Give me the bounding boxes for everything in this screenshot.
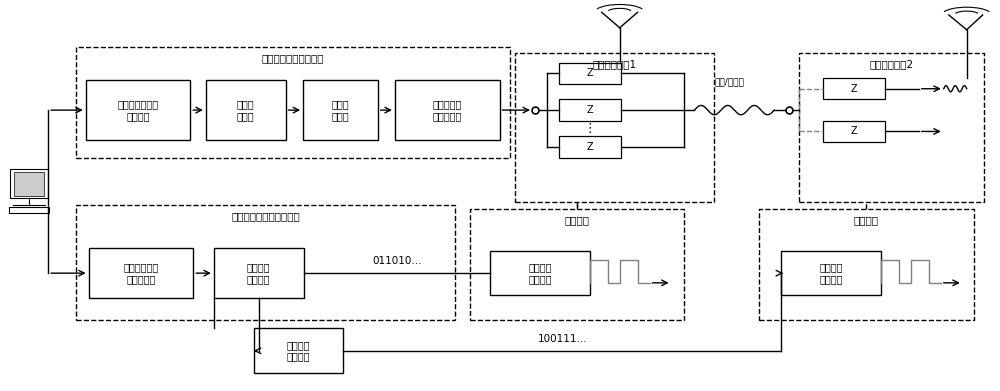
Bar: [759, 209, 974, 320]
Text: Z: Z: [586, 68, 593, 78]
Text: ⋮: ⋮: [584, 122, 596, 135]
Text: 阻抗切换模块1: 阻抗切换模块1: [593, 59, 637, 69]
FancyBboxPatch shape: [303, 80, 378, 140]
Text: 天线/传输线: 天线/传输线: [714, 78, 744, 87]
Text: 协议组
帧模块: 协议组 帧模块: [332, 99, 349, 121]
Text: 隐蔽信息获取
及存储模块: 隐蔽信息获取 及存储模块: [123, 262, 159, 284]
Text: 阻抗切换模块2: 阻抗切换模块2: [869, 59, 913, 69]
FancyBboxPatch shape: [89, 248, 193, 298]
Text: Z: Z: [586, 105, 593, 115]
Text: 干扰信号
产生模块: 干扰信号 产生模块: [287, 340, 310, 362]
Text: 数字电平
转换模块: 数字电平 转换模块: [819, 262, 843, 284]
FancyBboxPatch shape: [86, 80, 190, 140]
FancyBboxPatch shape: [10, 169, 48, 198]
FancyBboxPatch shape: [559, 99, 621, 121]
Bar: [799, 53, 984, 203]
Bar: [14, 172, 44, 196]
FancyBboxPatch shape: [254, 328, 343, 373]
Text: 011010...: 011010...: [372, 256, 422, 266]
Text: 恒定包络信
号调制模块: 恒定包络信 号调制模块: [432, 99, 462, 121]
Bar: [9, 207, 49, 213]
Text: 通信数据存储及
读取模块: 通信数据存储及 读取模块: [117, 99, 159, 121]
FancyBboxPatch shape: [490, 251, 590, 296]
FancyBboxPatch shape: [214, 248, 304, 298]
Text: 控制模块: 控制模块: [565, 215, 590, 225]
FancyBboxPatch shape: [823, 78, 885, 99]
FancyBboxPatch shape: [559, 63, 621, 84]
FancyBboxPatch shape: [395, 80, 500, 140]
Text: 控制模块: 控制模块: [854, 215, 879, 225]
Text: Z: Z: [851, 84, 857, 94]
FancyBboxPatch shape: [559, 136, 621, 158]
Text: 信息编
码模块: 信息编 码模块: [237, 99, 255, 121]
Bar: [470, 209, 684, 320]
FancyBboxPatch shape: [781, 251, 881, 296]
FancyBboxPatch shape: [823, 121, 885, 142]
Text: 恒定包络信号发射模块: 恒定包络信号发射模块: [262, 53, 324, 63]
Text: Z: Z: [851, 126, 857, 136]
Bar: [76, 205, 455, 320]
Bar: [515, 53, 714, 203]
Text: 隐蔽信息获取及调制模块: 隐蔽信息获取及调制模块: [231, 211, 300, 221]
Bar: [76, 47, 510, 158]
Text: 隐蔽信息
编码模块: 隐蔽信息 编码模块: [247, 262, 270, 284]
FancyBboxPatch shape: [206, 80, 286, 140]
Text: 100111...: 100111...: [538, 334, 587, 344]
Text: 数字电平
转换模块: 数字电平 转换模块: [528, 262, 552, 284]
Text: Z: Z: [586, 142, 593, 152]
